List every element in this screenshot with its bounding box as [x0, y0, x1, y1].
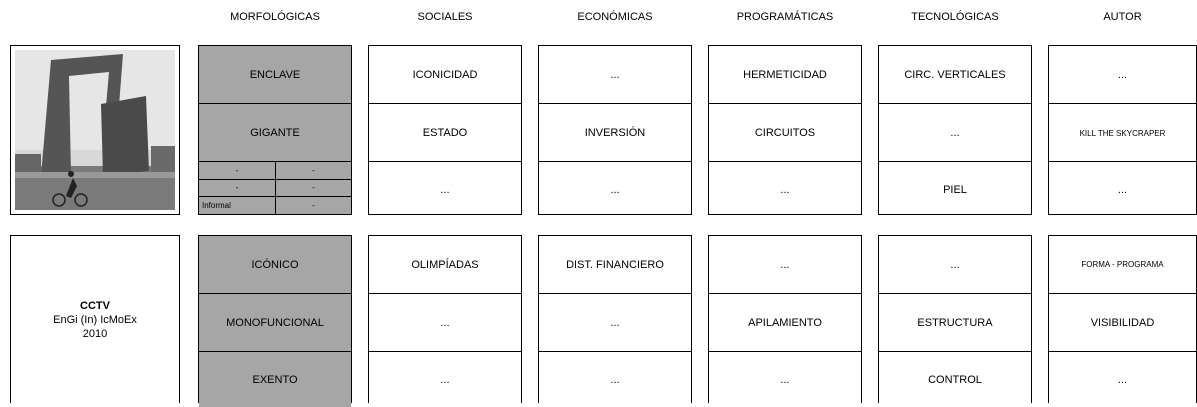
morph-cell: EXENTO — [199, 351, 351, 407]
table-cell: ... — [1049, 46, 1196, 103]
table-cell: HERMETICIDAD — [709, 46, 861, 103]
table-cell: ... — [709, 351, 861, 407]
table-cell: INVERSIÓN — [539, 103, 691, 162]
table-cell: OLIMPÍADAS — [369, 236, 521, 293]
table-cell: ... — [539, 293, 691, 352]
column-header: MORFOLÓGICAS — [190, 8, 360, 26]
table-cell: ... — [879, 103, 1031, 162]
table-cell: ... — [539, 351, 691, 407]
table-cell: ... — [539, 161, 691, 217]
morph-grid-cell: - — [275, 161, 351, 179]
table-cell: VISIBILIDAD — [1049, 293, 1196, 352]
morph-grid-cell: - — [199, 161, 275, 179]
caption-title: CCTV — [80, 299, 110, 313]
table-cell: ... — [369, 293, 521, 352]
column-box: DIST. FINANCIERO...... — [538, 235, 692, 403]
table-cell: ... — [1049, 351, 1196, 407]
column-header: SOCIALES — [360, 8, 530, 26]
morph-cell: MONOFUNCIONAL — [199, 293, 351, 352]
table-cell: ESTRUCTURA — [879, 293, 1031, 352]
morph-cell: ICÓNICO — [199, 236, 351, 293]
table-cell: CIRCUITOS — [709, 103, 861, 162]
table-cell: ... — [539, 46, 691, 103]
morph-grid-cell: - — [275, 196, 351, 214]
photo — [10, 45, 180, 215]
column-header: TECNOLÓGICAS — [870, 8, 1040, 26]
morph-grid-cell: Informal — [199, 196, 275, 214]
table-cell: FORMA - PROGRAMA — [1049, 236, 1196, 293]
table-cell: APILAMIENTO — [709, 293, 861, 352]
table-cell: ESTADO — [369, 103, 521, 162]
column-box: ...INVERSIÓN... — [538, 45, 692, 215]
table-cell: ... — [369, 161, 521, 217]
morph-grid-cell: - — [275, 179, 351, 197]
column-header: ECONÓMICAS — [530, 8, 700, 26]
column-header: PROGRAMÁTICAS — [700, 8, 870, 26]
column-box: CIRC. VERTICALES...PIEL — [878, 45, 1032, 215]
table-cell: ... — [1049, 161, 1196, 217]
table-cell: CONTROL — [879, 351, 1031, 407]
morph-grid-cell: - — [199, 179, 275, 197]
caption-year: 2010 — [83, 327, 107, 341]
column-box: OLIMPÍADAS...... — [368, 235, 522, 403]
table-cell: ... — [879, 236, 1031, 293]
table-cell: ... — [369, 351, 521, 407]
table-cell: ... — [709, 161, 861, 217]
column-header: AUTOR — [1038, 8, 1197, 26]
table-cell: DIST. FINANCIERO — [539, 236, 691, 293]
table-cell: PIEL — [879, 161, 1031, 217]
morph-cell: ENCLAVE — [199, 46, 351, 103]
caption-box: CCTV EnGi (In) IcMoEx 2010 — [10, 235, 180, 403]
table-cell: KILL THE SKYCRAPER — [1049, 103, 1196, 162]
table-cell: ICONICIDAD — [369, 46, 521, 103]
caption-subtitle: EnGi (In) IcMoEx — [53, 313, 137, 327]
photo-image — [11, 46, 179, 214]
column-box: ...KILL THE SKYCRAPER... — [1048, 45, 1197, 215]
morph-cell: GIGANTE — [199, 103, 351, 162]
table-cell: ... — [709, 236, 861, 293]
column-box: ...APILAMIENTO... — [708, 235, 862, 403]
table-cell: CIRC. VERTICALES — [879, 46, 1031, 103]
